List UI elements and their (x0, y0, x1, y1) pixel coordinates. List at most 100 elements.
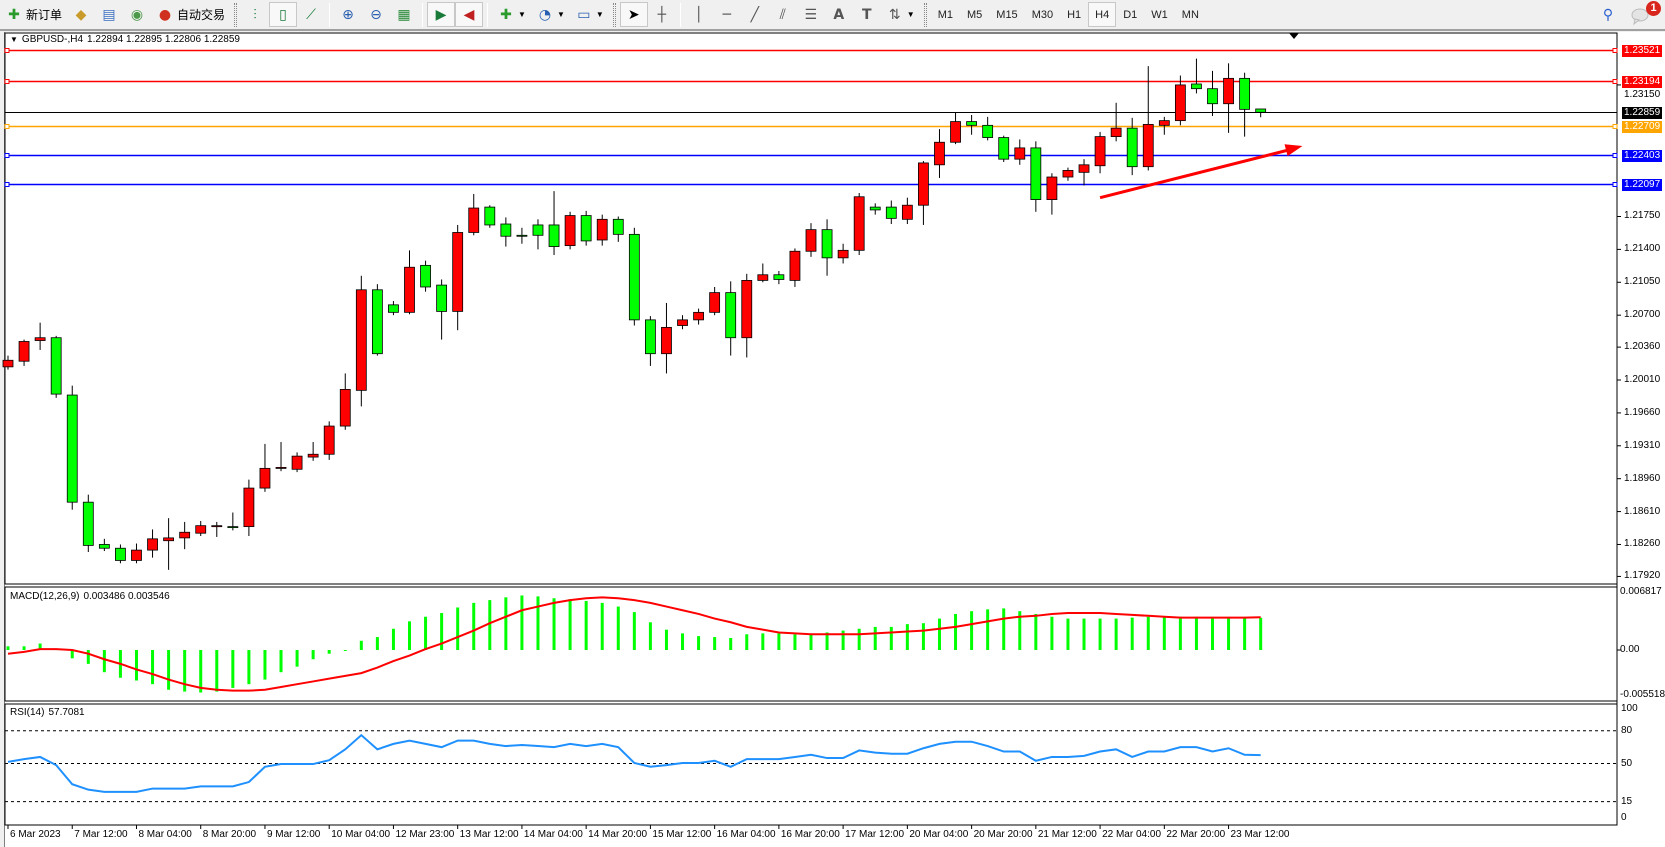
timeframe-h4-button[interactable]: H4 (1088, 2, 1117, 27)
toolbar-grip[interactable] (923, 2, 927, 27)
market-watch-button[interactable]: ◆ (67, 2, 95, 27)
zoom-out-button[interactable]: ⊖ (362, 2, 390, 27)
crosshair-button[interactable]: ┼ (648, 2, 676, 27)
macd-histogram-bar (472, 602, 476, 651)
new-order-icon: ✚ (8, 6, 20, 23)
macd-histogram-bar (1114, 618, 1118, 651)
notifications-button[interactable]: 1 (1631, 1, 1661, 26)
macd-histogram-bar (905, 624, 909, 651)
macd-tick-label: 0.00 (1620, 644, 1640, 655)
periods-button[interactable]: ◔ ▼ (531, 2, 570, 27)
macd-histogram-bar (648, 622, 652, 651)
macd-histogram-bar (664, 629, 668, 651)
notification-badge: 1 (1646, 1, 1661, 16)
arrows-button[interactable]: ⇅ ▼ (881, 2, 920, 27)
timeframe-d1-button[interactable]: D1 (1123, 8, 1138, 21)
cursor-button[interactable]: ➤ (619, 2, 648, 27)
navigator-button[interactable]: ▤ (95, 2, 123, 27)
macd-histogram-bar (729, 637, 733, 651)
timeframe-mn-button[interactable]: MN (1181, 8, 1199, 21)
auto-trading-icon: ● (158, 6, 172, 23)
text-label-button[interactable]: T (853, 2, 881, 27)
vertical-line-icon: │ (694, 6, 704, 23)
macd-histogram-bar (231, 650, 235, 688)
price-tick-label: 1.19660 (1624, 406, 1661, 418)
autoscroll-button[interactable]: ▶ (427, 2, 456, 27)
macd-histogram-bar (1259, 617, 1263, 651)
collapse-icon[interactable]: ▼ (10, 35, 18, 44)
timeframe-m30-button[interactable]: M30 (1031, 8, 1054, 21)
indicators-button[interactable]: ✚ ▼ (492, 2, 531, 27)
macd-histogram-bar (456, 607, 460, 651)
candle-body (982, 124, 994, 138)
equidistant-channel-button[interactable]: ⫽ (769, 2, 797, 27)
signals-button[interactable]: ◉ (123, 2, 151, 27)
macd-histogram-bar (38, 643, 42, 651)
macd-histogram-bar (970, 611, 974, 651)
timeframe-w1-button[interactable]: W1 (1151, 8, 1168, 21)
templates-icon: ▭ (577, 6, 591, 23)
timeframe-h1-button[interactable]: H1 (1067, 8, 1082, 21)
macd-histogram-bar (616, 606, 620, 651)
macd-histogram-bar (440, 613, 444, 651)
zoom-in-button[interactable]: ⊕ (334, 2, 362, 27)
line-anchor-left (4, 124, 10, 129)
candle-body (853, 196, 865, 251)
bar-chart-button[interactable]: ⫶ (241, 2, 269, 27)
candle-body (452, 232, 464, 312)
horizontal-line-button[interactable]: ─ (713, 2, 741, 27)
macd-histogram-bar (102, 650, 106, 673)
chart-shift-button[interactable]: ◀ (455, 2, 484, 27)
timeframe-m15-button[interactable]: M15 (996, 8, 1018, 21)
candlestick-button[interactable]: ▯ (269, 2, 298, 27)
candle-body (1046, 176, 1058, 200)
signals-icon: ◉ (130, 6, 144, 23)
time-tick-label: 7 Mar 12:00 (74, 829, 128, 840)
candle-body (934, 141, 945, 166)
price-tick-label: 1.21050 (1624, 276, 1661, 288)
macd-histogram-bar (1098, 618, 1102, 651)
macd-histogram-bar (295, 650, 299, 667)
toolbar-grip[interactable] (612, 2, 616, 27)
macd-histogram-bar (761, 633, 765, 651)
time-tick-label: 14 Mar 20:00 (588, 829, 648, 840)
candle-body (1158, 120, 1170, 126)
candlestick-icon: ▯ (279, 6, 287, 23)
candle-body (821, 229, 833, 259)
macd-label: MACD(12,26,9) (10, 591, 80, 602)
market-watch-icon: ◆ (75, 6, 87, 23)
timeframe-m5-button[interactable]: M5 (967, 8, 983, 21)
fibonacci-button[interactable]: ☰ (797, 2, 825, 27)
auto-trading-button[interactable]: ● 自动交易 (151, 2, 230, 27)
candle-body (612, 218, 624, 235)
search-icon[interactable]: ⚲ (1602, 7, 1614, 23)
macd-histogram-bar (857, 628, 861, 651)
toolbar: ✚ 新订单 ◆ ▤ ◉ ● 自动交易 ⫶ ▯ ⟋ ⊕ ⊖ ▦ ▶ ◀ ✚ ▼ ◔ ▼ ▭… (0, 0, 1665, 31)
macd-histogram-bar (279, 650, 283, 673)
line-chart-button[interactable]: ⟋ (297, 2, 325, 27)
chart-canvas[interactable] (0, 31, 1665, 847)
text-button[interactable]: A (825, 2, 853, 27)
templates-button[interactable]: ▭ ▼ (570, 2, 609, 27)
candle-body (307, 453, 319, 458)
macd-histogram-bar (937, 618, 941, 651)
timeframe-m1-button[interactable]: M1 (937, 8, 953, 21)
candle-body (645, 319, 656, 355)
line-price-label: 1.23194 (1622, 75, 1663, 88)
line-anchor-right (1612, 153, 1618, 158)
candle-body (580, 215, 592, 242)
macd-histogram-bar (632, 612, 636, 651)
macd-histogram-bar (311, 650, 315, 660)
macd-histogram-bar (375, 637, 379, 651)
candle-body (2, 359, 14, 368)
trendline-button[interactable]: ╱ (741, 2, 769, 27)
line-anchor-right (1612, 79, 1618, 84)
rsi-line (7, 733, 1261, 793)
tile-windows-button[interactable]: ▦ (390, 2, 418, 27)
chart-window[interactable] (4, 32, 1665, 847)
new-order-button[interactable]: ✚ 新订单 (0, 2, 67, 27)
rsi-tick-label: 100 (1621, 703, 1638, 714)
toolbar-grip[interactable] (234, 2, 238, 27)
time-tick-label: 22 Mar 04:00 (1102, 829, 1162, 840)
vertical-line-button[interactable]: │ (685, 2, 713, 27)
